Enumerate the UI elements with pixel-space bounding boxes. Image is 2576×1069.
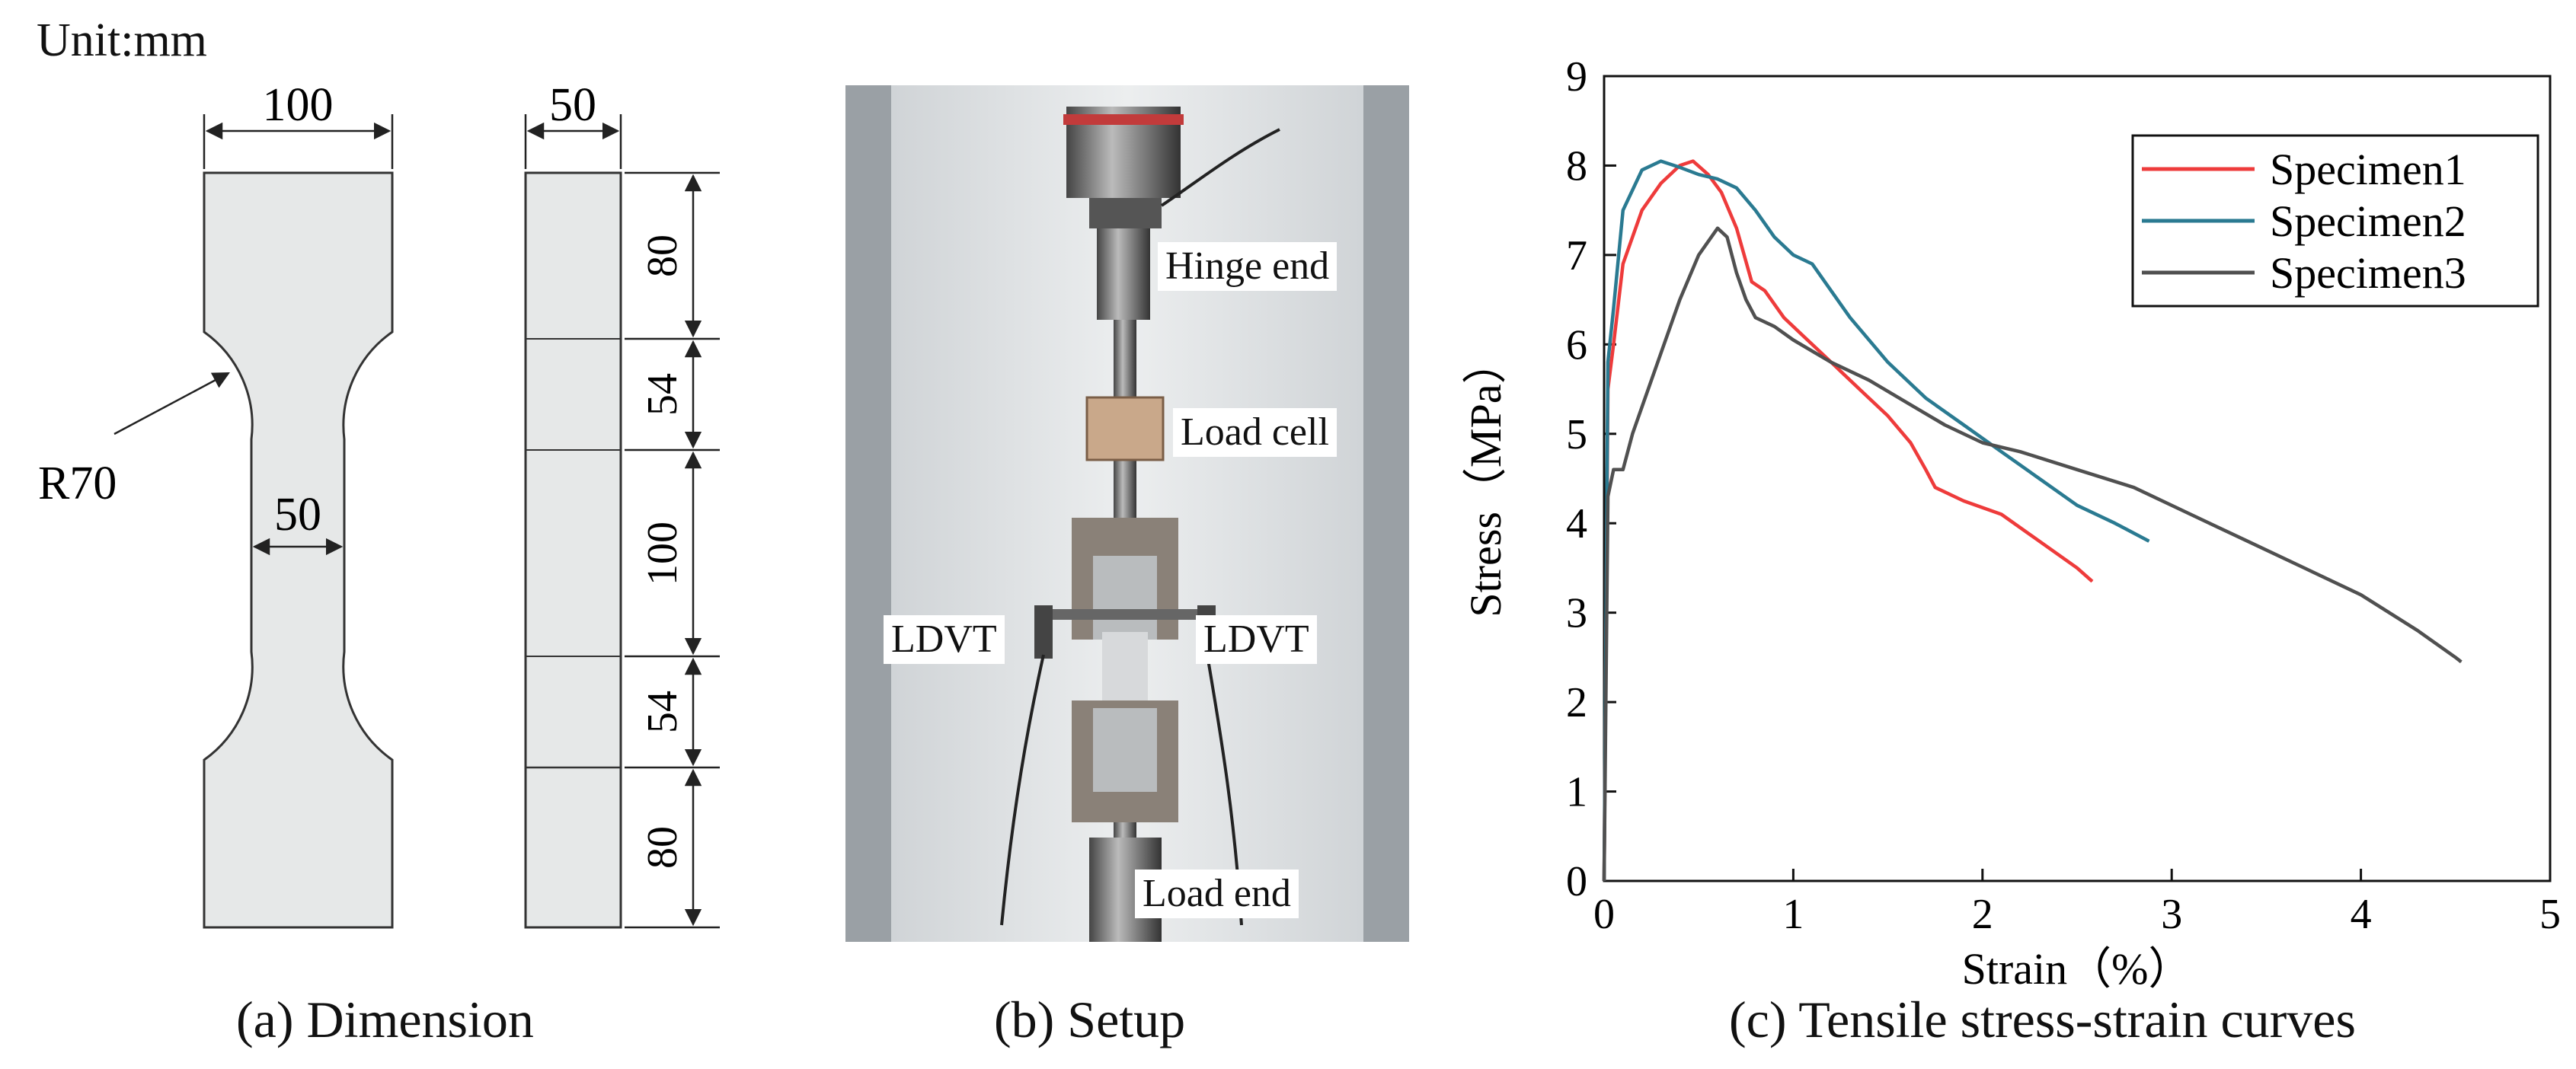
y-tick-label: 8 xyxy=(1566,142,1587,190)
data-point xyxy=(1764,290,1766,292)
data-point xyxy=(1774,236,1775,238)
unit-label: Unit:mm xyxy=(37,14,207,66)
data-point xyxy=(2001,513,2002,515)
series-line-1 xyxy=(1602,159,2094,882)
segment-label-2: 54 xyxy=(639,373,686,416)
data-point xyxy=(1745,299,1747,301)
data-point xyxy=(1641,209,1643,211)
front-width-label: 100 xyxy=(263,79,334,131)
radius-leader xyxy=(113,372,230,436)
x-tick-label: 3 xyxy=(2161,891,2182,938)
ldvt-left-label: LDVT xyxy=(884,615,1005,664)
data-point xyxy=(1963,424,1964,426)
data-point xyxy=(1622,469,1624,471)
panel-dimension: Unit:mm 100 50 R70 50 xyxy=(0,0,792,1069)
y-tick-label: 0 xyxy=(1566,858,1587,905)
y-tick-label: 5 xyxy=(1566,411,1587,458)
data-point xyxy=(1612,308,1614,309)
data-point xyxy=(1603,880,1605,882)
segment-label-3: 100 xyxy=(639,522,686,586)
vertical-dimension-chain xyxy=(625,171,720,929)
load-cell-block xyxy=(1085,396,1165,461)
panel-setup: Hinge end Load cell LDVT LDVT Load end (… xyxy=(838,0,1432,1069)
thickness-label: 50 xyxy=(549,79,596,131)
radius-label: R70 xyxy=(38,458,117,509)
data-point xyxy=(2114,522,2116,524)
y-tick-label: 1 xyxy=(1566,769,1587,816)
caption-chart: (c) Tensile stress-strain curves xyxy=(1729,991,2356,1048)
y-tick-label: 4 xyxy=(1566,500,1587,547)
caption-dimension: (a) Dimension xyxy=(236,991,534,1048)
data-point xyxy=(1802,335,1804,337)
data-point xyxy=(1811,263,1813,265)
data-point xyxy=(1736,187,1737,189)
series-line-2 xyxy=(1602,159,2150,882)
data-point xyxy=(1632,433,1633,435)
data-point xyxy=(1774,326,1775,327)
y-axis-label: Stress（MPa） xyxy=(1461,340,1510,617)
segment-label-4: 54 xyxy=(639,691,686,733)
series-line-3 xyxy=(1602,226,2463,882)
data-point xyxy=(2303,567,2305,569)
load-end-label: Load end xyxy=(1135,870,1299,918)
panel-chart: 0 1 2 3 4 5 0 1 2 3 4 5 6 7 8 9 Specimen1 Specimen2 Speci… xyxy=(1447,0,2576,1069)
specimen-side-view xyxy=(524,171,622,929)
hinge-end-label: Hinge end xyxy=(1158,242,1338,291)
data-point xyxy=(1868,379,1870,381)
x-tick-label: 4 xyxy=(2351,891,2372,938)
legend-entry: Specimen1 xyxy=(2270,145,2466,194)
x-tick-label: 1 xyxy=(1782,891,1804,938)
data-point xyxy=(1660,353,1662,354)
data-point xyxy=(1622,209,1624,211)
data-point xyxy=(2455,656,2456,658)
y-tick-label: 6 xyxy=(1566,321,1587,369)
y-tick-label: 7 xyxy=(1566,232,1587,279)
data-point xyxy=(2133,487,2135,488)
neck-width-label: 50 xyxy=(274,489,321,541)
x-axis-label: Strain（%） xyxy=(1962,944,2193,990)
x-tick-label: 0 xyxy=(1593,891,1615,938)
data-point xyxy=(1641,169,1643,171)
data-point xyxy=(2076,567,2078,569)
data-point xyxy=(1906,402,1907,404)
setup-photo xyxy=(845,85,1409,942)
ldvt-right-label: LDVT xyxy=(1196,615,1317,664)
y-tick-label: 3 xyxy=(1566,590,1587,637)
data-point xyxy=(1755,209,1756,211)
data-point xyxy=(1721,192,1722,193)
data-point xyxy=(1982,442,1983,444)
load-cell-label: Load cell xyxy=(1173,408,1337,457)
data-point xyxy=(1622,263,1624,265)
data-point xyxy=(1830,290,1832,292)
data-point xyxy=(1858,388,1860,390)
data-point xyxy=(2038,478,2040,479)
data-point xyxy=(1612,343,1614,345)
specimen-front-view xyxy=(203,171,394,929)
dimension-drawing: 100 50 R70 50 80 xyxy=(38,79,720,929)
caption-setup: (b) Setup xyxy=(994,991,1186,1048)
data-point xyxy=(1612,469,1614,471)
y-tick-label: 2 xyxy=(1566,679,1587,726)
legend-entry: Specimen3 xyxy=(2270,248,2466,298)
data-point xyxy=(1910,442,1911,444)
stress-strain-chart: 0 1 2 3 4 5 0 1 2 3 4 5 6 7 8 9 Specimen1Specimen2Speci… xyxy=(1461,53,2561,990)
data-point xyxy=(1963,500,1964,502)
legend-entry: Specimen2 xyxy=(2270,196,2466,246)
data-point xyxy=(2076,469,2078,471)
y-tick-label: 9 xyxy=(1566,53,1587,101)
x-tick-label: 2 xyxy=(1972,891,1993,938)
segment-label-1: 80 xyxy=(639,235,686,277)
data-point xyxy=(1792,254,1794,256)
data-point xyxy=(2076,505,2078,506)
segment-label-5: 80 xyxy=(639,826,686,869)
plot-area-frame xyxy=(1603,75,2552,882)
x-tick-label: 5 xyxy=(2539,891,2561,938)
